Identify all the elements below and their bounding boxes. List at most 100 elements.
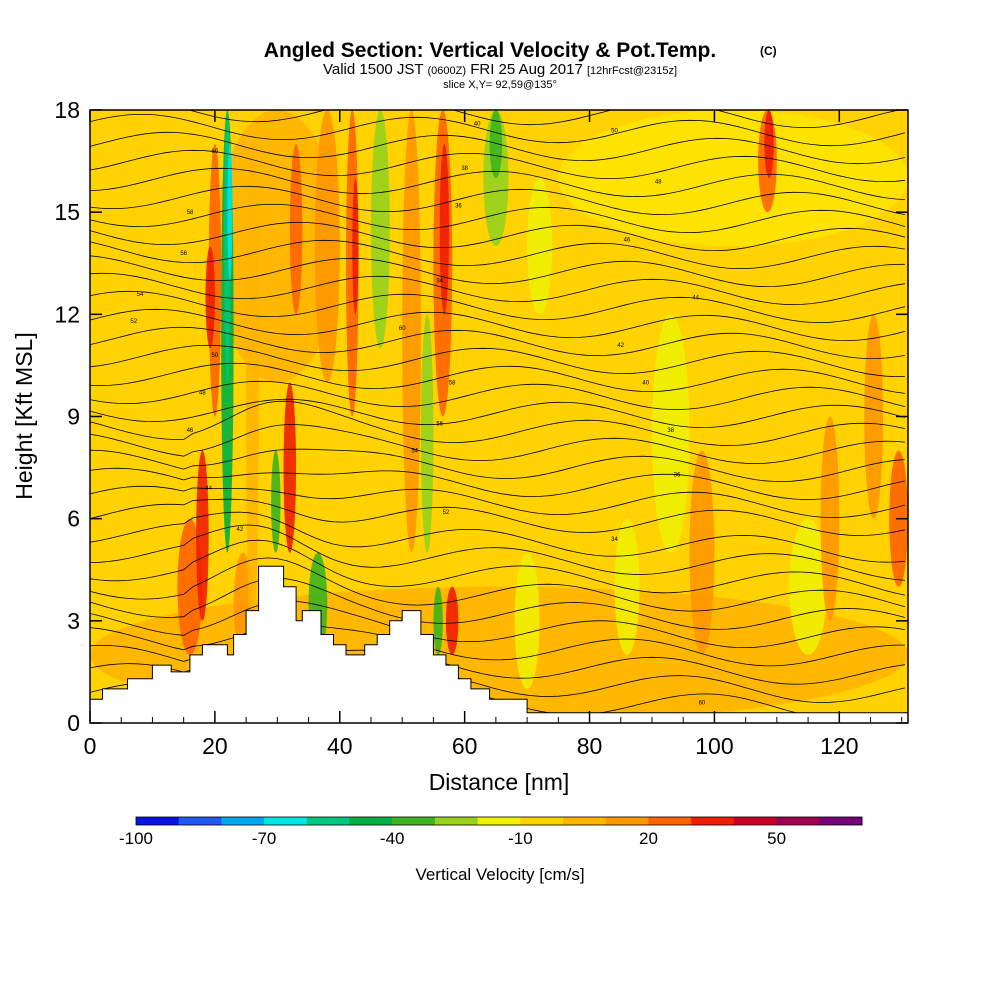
colorbar-swatch — [392, 817, 436, 825]
contour-line — [90, 362, 905, 394]
velocity-cell — [352, 178, 359, 315]
contour-label: 36 — [674, 472, 681, 478]
velocity-cell — [764, 110, 774, 179]
velocity-cell — [489, 110, 503, 179]
velocity-cell — [289, 144, 303, 315]
colorbar-swatch — [520, 817, 564, 825]
colorbar-tick-label: -70 — [252, 829, 277, 848]
contour-label: 60 — [212, 149, 219, 155]
velocity-cell — [420, 314, 434, 553]
contour-label: 44 — [205, 486, 212, 492]
contour-line — [90, 398, 906, 429]
contour-line — [90, 524, 905, 581]
contour-label: 42 — [617, 343, 624, 349]
slice-label: slice X,Y= 92,59@135° — [443, 79, 557, 91]
contour-line — [90, 424, 905, 465]
terrain — [90, 565, 908, 723]
velocity-cell — [205, 246, 215, 349]
y-tick-label: 0 — [67, 710, 80, 736]
contour-label: 40 — [474, 122, 481, 128]
plot-area: 60 58 56 54 52 50 48 46 44 42 40 38 36 34 60 58 56 54 52 50… — [90, 110, 908, 723]
colorbar-swatch — [477, 817, 521, 825]
colorbar-tick-label: -40 — [380, 829, 405, 848]
y-tick-label: 9 — [67, 404, 80, 430]
contour-label: 44 — [692, 295, 699, 301]
contour-line — [90, 380, 905, 410]
velocity-cell — [527, 178, 553, 315]
velocity-cell — [177, 518, 203, 655]
velocity-cell — [439, 144, 450, 315]
contour-label: 60 — [399, 326, 406, 332]
x-tick-label: 120 — [820, 733, 858, 759]
subtitle-date: FRI 25 Aug 2017 — [470, 61, 583, 78]
contour-label: 58 — [187, 210, 194, 216]
velocity-cell — [864, 314, 884, 519]
velocity-cell — [370, 110, 390, 349]
x-tick-label: 100 — [695, 733, 733, 759]
contour-line — [90, 204, 906, 234]
velocity-cell — [514, 552, 540, 689]
velocity-cell — [820, 416, 840, 621]
contour-label: 50 — [212, 353, 219, 359]
contour-line — [90, 467, 905, 500]
colorbar-label: Vertical Velocity [cm/s] — [415, 865, 584, 884]
x-axis: 0 20 40 60 80 100 120 — [84, 110, 903, 759]
contour-line — [90, 272, 905, 306]
contour-label: 48 — [199, 391, 206, 397]
y-tick-label: 3 — [67, 608, 80, 634]
colorbar-swatch — [349, 817, 393, 825]
colorbar-swatch — [563, 817, 607, 825]
chart-title: Angled Section: Vertical Velocity & Pot.… — [264, 39, 716, 62]
contour-label: 48 — [655, 180, 662, 186]
x-tick-label: 0 — [84, 733, 97, 759]
contour-label: 34 — [436, 278, 443, 284]
contour-line — [90, 114, 906, 147]
velocity-cell — [283, 382, 297, 553]
contour-label: 38 — [667, 428, 674, 434]
contour-line — [90, 221, 905, 252]
x-tick-label: 60 — [452, 733, 478, 759]
contour-label: 56 — [180, 251, 187, 257]
contour-line — [90, 498, 905, 537]
contour-label: 46 — [187, 428, 194, 434]
contour-line — [90, 290, 905, 324]
colorbar: -100 -70 -40 -10 20 50 — [119, 816, 863, 848]
colorbar-swatch — [178, 817, 222, 825]
contour-labels: 60 58 56 54 52 50 48 46 44 42 40 38 36 34 60 58 56 54 52 50… — [130, 122, 706, 707]
subtitle-forecast: [12hrFcst@2315z] — [587, 65, 677, 77]
contour-label: 52 — [130, 319, 137, 325]
contour-line — [90, 326, 905, 360]
contour-line — [90, 149, 905, 183]
velocity-cell — [227, 144, 233, 281]
contour-label: 46 — [624, 237, 631, 243]
contour-label: 60 — [699, 701, 706, 707]
colorbar-swatch — [306, 817, 350, 825]
contour-line — [90, 308, 905, 342]
contour-line — [90, 255, 905, 288]
colorbar-tick-label: -10 — [508, 829, 533, 848]
contour-line — [90, 448, 905, 483]
contour-line — [90, 239, 905, 269]
contour-label: 52 — [443, 510, 450, 516]
colorbar-tick-label: 50 — [767, 829, 786, 848]
velocity-cell — [445, 586, 459, 655]
colorbar-swatch — [648, 817, 692, 825]
contour-label: 40 — [642, 380, 649, 386]
colorbar-swatch — [136, 817, 180, 825]
x-tick-label: 20 — [202, 733, 228, 759]
contour-line — [90, 577, 906, 630]
contour-label: 58 — [449, 380, 456, 386]
contour-line — [90, 511, 905, 563]
contour-line — [187, 110, 901, 128]
x-axis-label: Distance [nm] — [429, 769, 570, 795]
colorbar-swatch — [733, 817, 778, 825]
contour-label: 56 — [436, 421, 443, 427]
contour-line — [90, 344, 905, 378]
y-axis-label: Height [Kft MSL] — [11, 332, 37, 499]
colorbar-swatch — [264, 817, 308, 825]
velocity-cell — [689, 450, 715, 655]
velocity-cell — [271, 450, 281, 553]
chart-title-units: (C) — [760, 44, 777, 58]
